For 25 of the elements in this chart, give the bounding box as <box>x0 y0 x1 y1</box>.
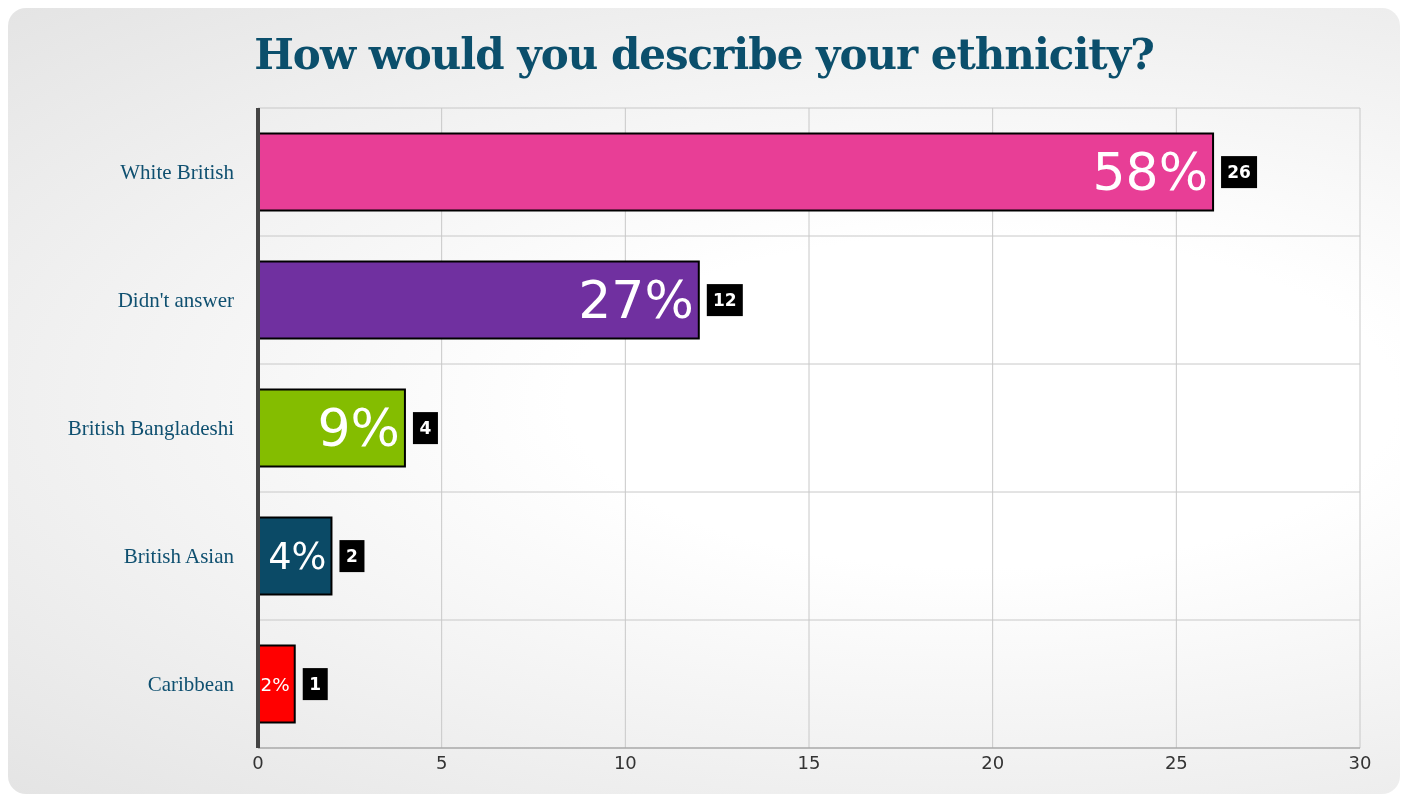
data-label: 26 <box>1227 162 1251 183</box>
data-label: 1 <box>309 674 322 695</box>
y-tick-label: Didn't answer <box>117 288 234 313</box>
data-label: 2 <box>346 546 358 567</box>
x-tick-label: 20 <box>981 751 1005 773</box>
y-tick-label: White British <box>120 160 235 185</box>
x-tick-label: 30 <box>1348 751 1372 773</box>
y-tick-label: British Bangladeshi <box>67 416 235 441</box>
annotation: 58% <box>1092 142 1209 203</box>
x-tick-label: 10 <box>613 751 637 773</box>
annotation: 4% <box>268 534 327 578</box>
annotation: 27% <box>578 270 694 331</box>
x-tick-label: 25 <box>1164 751 1188 773</box>
y-tick-label: British Asian <box>123 544 235 569</box>
x-tick-label: 5 <box>435 751 448 773</box>
y-tick-label: Caribbean <box>147 672 235 697</box>
data-label: 12 <box>712 290 737 311</box>
x-tick-label: 15 <box>797 751 821 773</box>
data-label: 4 <box>419 418 432 439</box>
x-tick-label: 0 <box>252 751 264 773</box>
annotation: 2% <box>260 673 290 695</box>
chart-title: How would you describe your ethnicity? <box>253 29 1155 81</box>
bar <box>258 260 700 340</box>
annotation: 9% <box>317 398 400 459</box>
bar <box>258 132 1215 212</box>
